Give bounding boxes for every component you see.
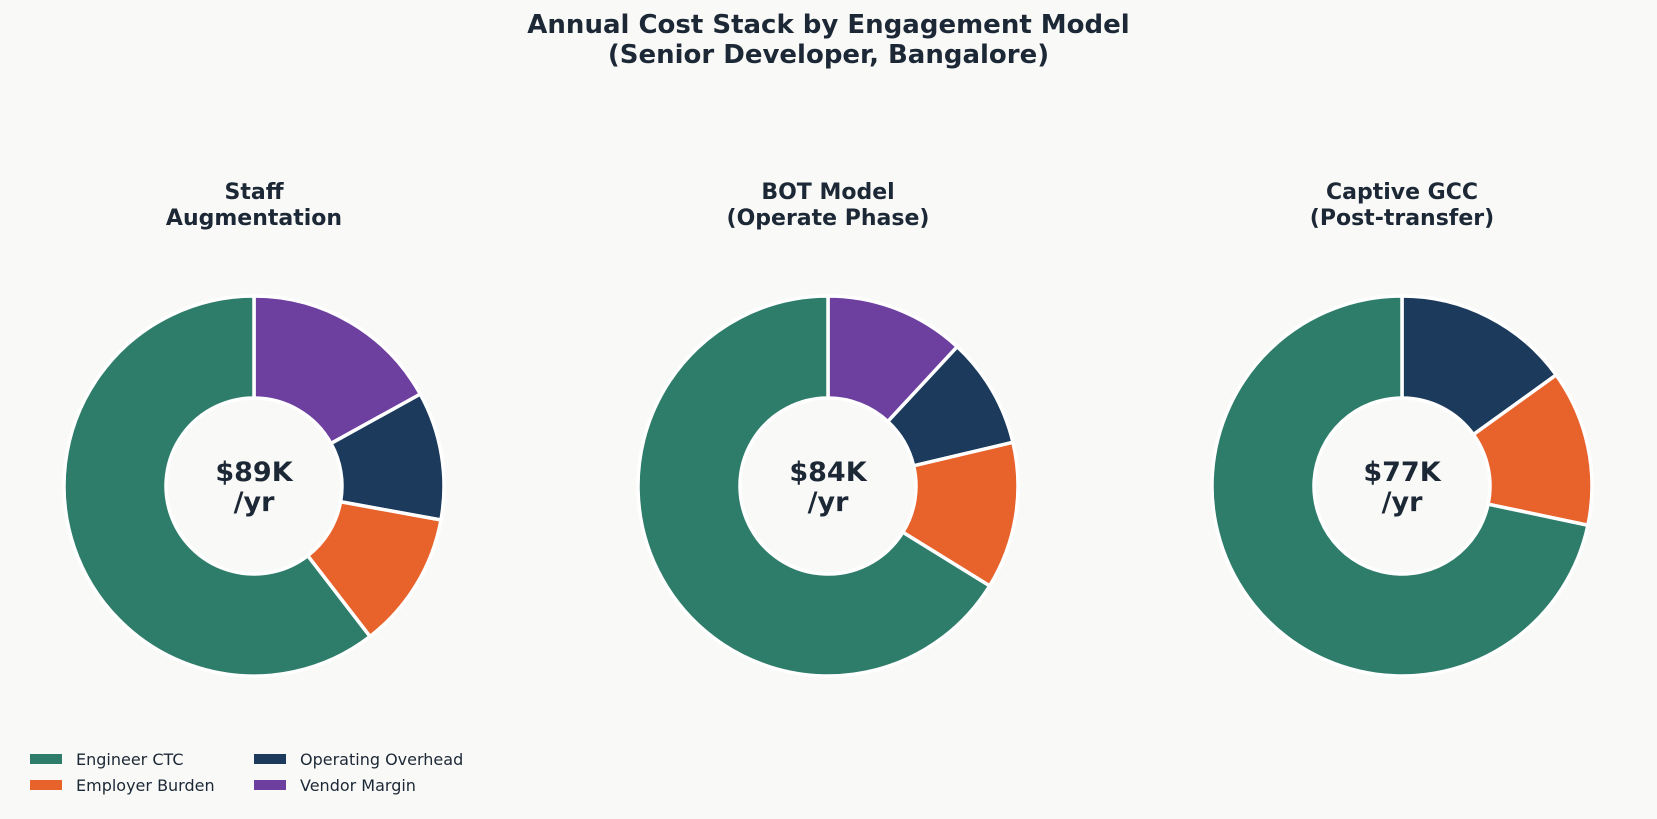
donut-3-slice-operating-overhead [1400,294,1558,437]
donut-3: $77K/yr [1210,294,1594,678]
donut-1-title: Staff Augmentation [54,180,454,232]
legend-item-operating-overhead: Operating Overhead [254,748,478,770]
donut-1-slice-vendor-margin [252,294,423,446]
donut-2-center-label-line-2: /yr [808,487,849,518]
donut-2-center-label-line-1: $84K [789,457,867,488]
donut-1-center-label-line-2: /yr [234,487,275,518]
donut-1-title-line-2: Augmentation [165,206,343,231]
donut-3-title-line-1: Captive GCC [1325,180,1479,205]
legend-label-vendor-margin: Vendor Margin [300,775,416,795]
donut-3-slice-engineer-ctc [1210,294,1590,678]
legend-item-vendor-margin: Vendor Margin [254,774,478,796]
chart-title: Annual Cost Stack by Engagement Model (S… [0,10,1657,70]
donut-2-slice-engineer-ctc [636,294,992,678]
donut-3-center-label-line-2: /yr [1382,487,1423,518]
legend: Engineer CTC Operating Overhead Employer… [30,748,478,796]
legend-swatch-vendor-margin [254,780,286,790]
donut-2-title-line-1: BOT Model [761,180,895,205]
legend-label-employer-burden: Employer Burden [76,775,215,795]
chart-title-line-2: (Senior Developer, Bangalore) [607,40,1050,70]
donut-2-title: BOT Model (Operate Phase) [628,180,1028,232]
legend-swatch-operating-overhead [254,754,286,764]
legend-swatch-employer-burden [30,780,62,790]
donut-1: $89K/yr [62,294,446,678]
legend-item-employer-burden: Employer Burden [30,774,254,796]
legend-swatch-engineer-ctc [30,754,62,764]
donut-1-title-line-1: Staff [224,180,284,205]
chart-title-line-1: Annual Cost Stack by Engagement Model [527,10,1130,40]
donut-1-center-label-line-1: $89K [215,457,293,488]
donut-2: $84K/yr [636,294,1020,678]
legend-label-operating-overhead: Operating Overhead [300,749,464,769]
donut-3-title-line-2: (Post-transfer) [1309,206,1495,231]
legend-item-engineer-ctc: Engineer CTC [30,748,254,770]
donut-1-slice-engineer-ctc [62,294,372,678]
donut-3-center-label-line-1: $77K [1363,457,1441,488]
donut-3-title: Captive GCC (Post-transfer) [1202,180,1602,232]
legend-label-engineer-ctc: Engineer CTC [76,749,184,769]
donut-2-title-line-2: (Operate Phase) [726,206,930,231]
